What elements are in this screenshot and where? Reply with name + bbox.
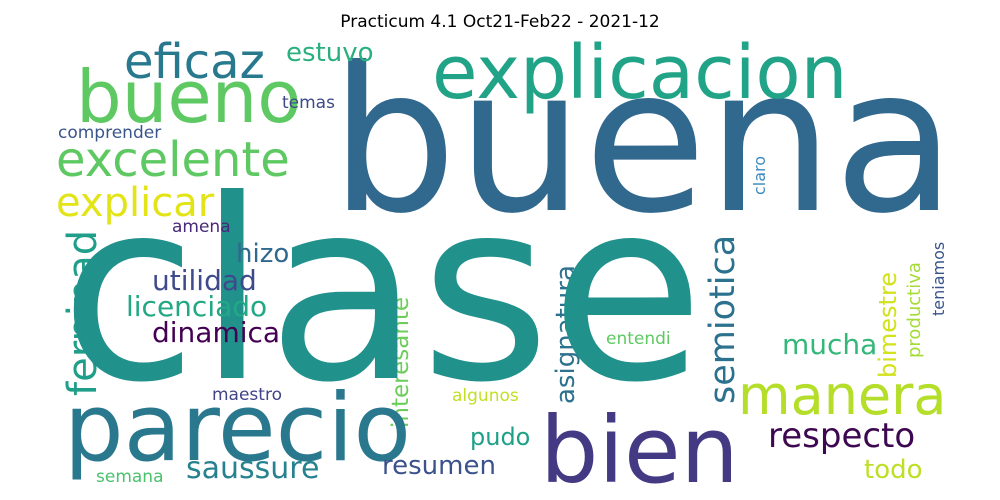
word-mucha: mucha [782,328,877,361]
word-manera: manera [738,364,946,427]
word-estuvo: estuvo [286,38,374,68]
word-algunos: algunos [452,386,519,406]
word-bien: bien [540,397,739,500]
word-teniamos: teniamos [929,242,948,316]
word-comprender: comprender [58,123,161,143]
word-asignatura: asignatura [551,265,581,404]
word-todo: todo [864,455,923,485]
word-saussure: saussure [186,451,319,486]
word-respecto: respecto [768,416,915,456]
word-claro: claro [750,156,769,195]
word-licenciado: licenciado [126,290,267,323]
word-parecio: parecio [64,374,411,483]
word-excelente: excelente [56,132,290,188]
word-interesante: interesante [388,297,414,428]
word-bueno: bueno [76,55,301,139]
word-pudo: pudo [470,423,530,451]
word-utilidad: utilidad [152,264,257,297]
word-semiotica: semiotica [703,235,743,404]
word-productiva: productiva [904,262,925,358]
word-ferninad: ferninad [60,230,106,396]
word-amena: amena [172,217,231,237]
word-semana: semana [96,467,164,487]
word-maestro: maestro [212,385,282,405]
word-hizo: hizo [236,239,289,269]
word-resumen: resumen [382,451,496,481]
word-eficaz: eficaz [124,34,265,90]
word-explicacion: explicacion [432,30,848,116]
word-bimestre: bimestre [874,272,902,378]
word-buena: buena [330,25,956,258]
word-temas: temas [282,93,335,113]
word-dinamica: dinamica [152,316,280,349]
word-entendi: entendi [606,329,671,349]
word-clase: clase [60,146,704,437]
wordcloud-title: Practicum 4.1 Oct21-Feb22 - 2021-12 [340,12,660,32]
word-explicar: explicar [56,180,215,226]
